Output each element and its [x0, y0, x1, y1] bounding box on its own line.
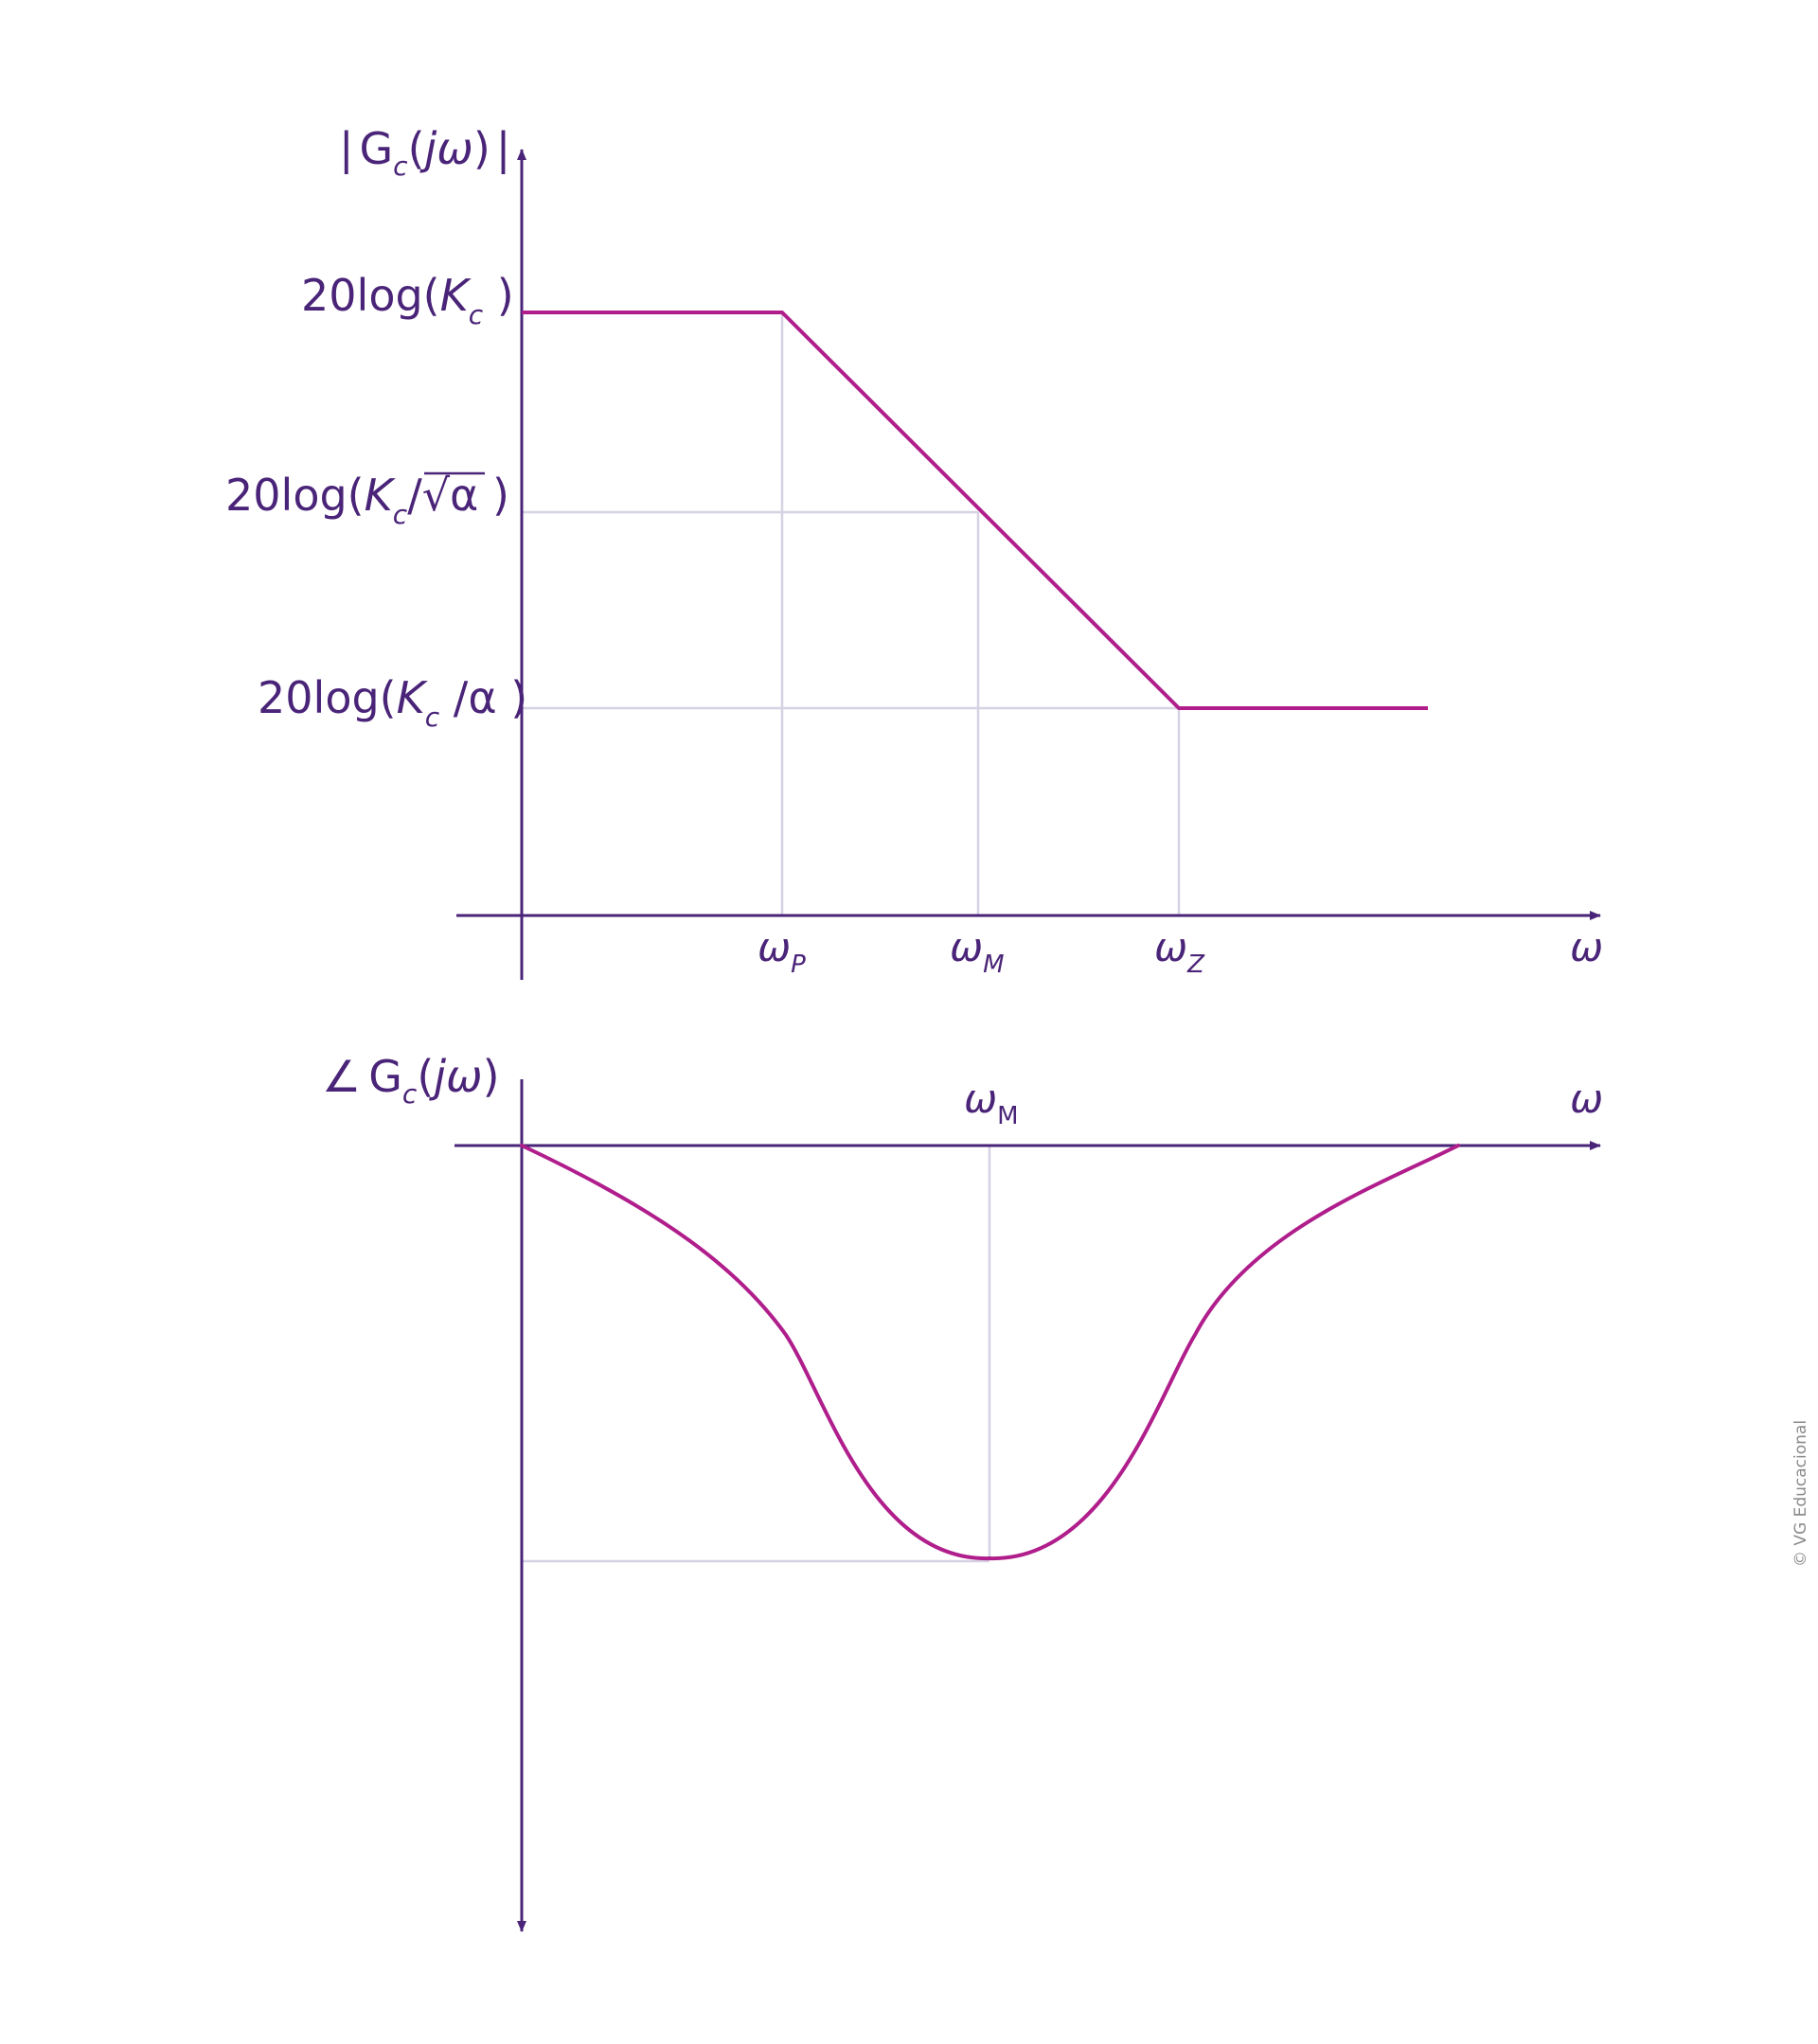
phase-plot: ∠ Gc(jω) ωM ω	[322, 1051, 1603, 1932]
magnitude-x-axis-label: ω	[1570, 924, 1603, 970]
phase-axis-label: ∠ Gc(jω)	[322, 1051, 500, 1110]
magnitude-curve	[522, 311, 1428, 710]
tick-label-omega-p: ωP	[758, 924, 806, 979]
level-label-low: 20log(Kc /α )	[258, 672, 527, 733]
phase-omega-m-label: ωM	[964, 1075, 1019, 1130]
tick-label-omega-m: ωM	[950, 924, 1005, 979]
level-label-mid: 20log(Kc/√α )	[225, 470, 509, 530]
phase-curve	[520, 1144, 1460, 1561]
level-label-high: 20log(Kc )	[301, 270, 514, 330]
image-credit: © VG Educacional	[1791, 1420, 1810, 1567]
magnitude-axis-label: | Gc(jω) |	[339, 123, 510, 182]
phase-x-axis-label: ω	[1570, 1075, 1603, 1122]
tick-label-omega-z: ωZ	[1154, 924, 1205, 979]
magnitude-plot: | Gc(jω) | 20log(Kc ) 20log(Kc/√α ) 20log(…	[225, 123, 1603, 980]
